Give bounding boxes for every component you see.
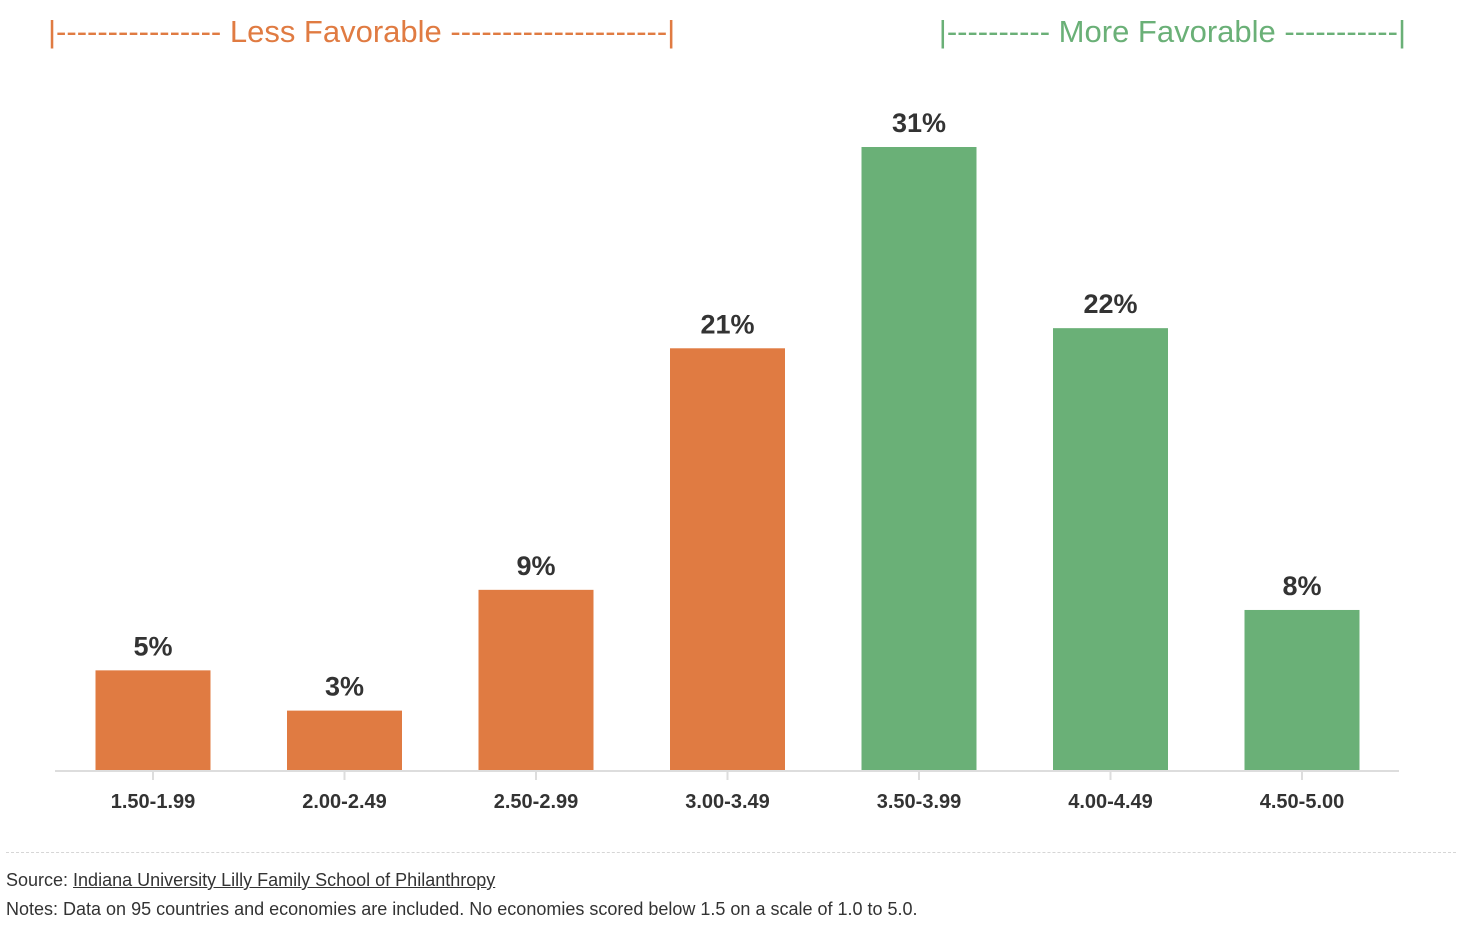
more-favorable-annotation: |---------- More Favorable -----------| xyxy=(939,14,1406,49)
bar-1.50-1.99 xyxy=(95,670,211,771)
bar-2.00-2.49 xyxy=(287,710,402,771)
value-label-2.50-2.99: 9% xyxy=(516,551,555,581)
value-label-1.50-1.99: 5% xyxy=(133,631,172,661)
tick-label-4.00-4.49: 4.00-4.49 xyxy=(1068,791,1153,813)
tick-label-1.50-1.99: 1.50-1.99 xyxy=(111,791,196,813)
bar-4.00-4.49 xyxy=(1053,328,1168,771)
bar-4.50-5.00 xyxy=(1244,609,1360,771)
value-label-3.50-3.99: 31% xyxy=(892,108,946,138)
bar-3.00-3.49 xyxy=(670,348,785,771)
notes-line: Notes: Data on 95 countries and economie… xyxy=(6,899,918,919)
chart-footer: Source: Indiana University Lilly Family … xyxy=(6,866,918,924)
source-link[interactable]: Indiana University Lilly Family School o… xyxy=(73,870,496,890)
less-favorable-annotation: |---------------- Less Favorable -------… xyxy=(48,14,675,49)
source-line: Source: Indiana University Lilly Family … xyxy=(6,866,918,895)
bar-3.50-3.99 xyxy=(861,147,977,771)
bar-chart: |---------------- Less Favorable -------… xyxy=(48,14,1406,813)
value-label-4.00-4.49: 22% xyxy=(1083,289,1137,319)
bars-layer: 5% 3% 9% 21% 31% 22% 8% xyxy=(95,108,1360,771)
ticks-layer: 1.50-1.99 2.00-2.49 2.50-2.99 3.00-3.49 3.50… xyxy=(111,771,1345,813)
value-label-4.50-5.00: 8% xyxy=(1282,571,1321,601)
value-label-2.00-2.49: 3% xyxy=(325,672,364,702)
tick-label-2.50-2.99: 2.50-2.99 xyxy=(494,791,579,813)
footer-divider xyxy=(6,852,1456,853)
bar-2.50-2.99 xyxy=(478,589,594,771)
value-label-3.00-3.49: 21% xyxy=(700,309,754,339)
tick-label-3.50-3.99: 3.50-3.99 xyxy=(877,791,962,813)
tick-label-4.50-5.00: 4.50-5.00 xyxy=(1260,791,1345,813)
tick-label-2.00-2.49: 2.00-2.49 xyxy=(302,791,387,813)
source-prefix: Source: xyxy=(6,870,74,890)
tick-label-3.00-3.49: 3.00-3.49 xyxy=(685,791,770,813)
